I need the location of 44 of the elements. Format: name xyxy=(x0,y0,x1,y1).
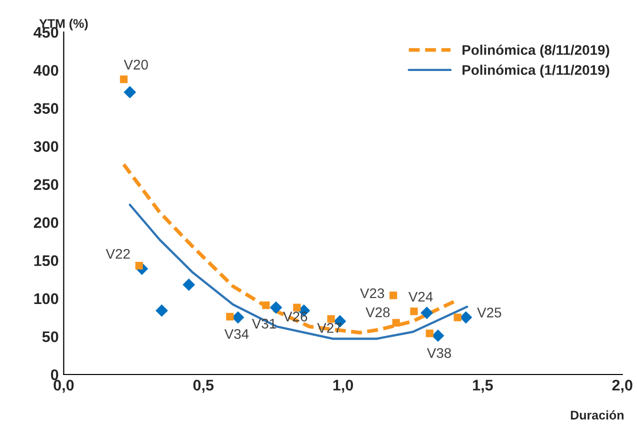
annotation: V28 xyxy=(366,307,390,318)
y-tick-label: 400 xyxy=(34,65,58,76)
point xyxy=(156,304,168,317)
annotation: V22 xyxy=(106,248,130,259)
point xyxy=(327,315,335,323)
legend-label: Polinómica (1/11/2019) xyxy=(462,64,610,78)
y-tick-label: 250 xyxy=(34,179,58,190)
point xyxy=(120,75,128,84)
legend-label: Polinómica (8/11/2019) xyxy=(462,44,610,58)
point xyxy=(293,304,301,312)
point xyxy=(262,301,270,310)
x-tick-label: 1,5 xyxy=(473,380,493,393)
y-tick-label: 100 xyxy=(34,293,58,304)
annotation: V25 xyxy=(477,308,502,318)
point xyxy=(182,278,196,291)
annotation: V38 xyxy=(426,348,451,358)
point xyxy=(410,308,418,316)
y-tick-label: 50 xyxy=(42,331,58,342)
y-tick-label: 350 xyxy=(34,103,58,114)
point xyxy=(226,312,234,320)
point xyxy=(460,311,472,324)
point xyxy=(432,329,444,342)
y-tick-label: 450 xyxy=(34,26,58,38)
x-tick-label: 2,0 xyxy=(612,380,632,393)
point xyxy=(420,306,434,320)
annotation: V24 xyxy=(408,292,433,302)
x-tick-label: 0,0 xyxy=(54,380,74,393)
point xyxy=(454,314,462,322)
annotation: V34 xyxy=(224,329,249,339)
x-tick-label: 0,5 xyxy=(193,380,214,393)
annotation: V23 xyxy=(360,288,384,298)
point xyxy=(124,86,136,98)
point xyxy=(426,330,434,338)
point xyxy=(390,292,398,300)
y-tick-label: 200 xyxy=(34,217,58,228)
y-tick-label: 0 xyxy=(50,369,58,380)
y-tick-label: 300 xyxy=(34,141,58,152)
y-tick-label: 150 xyxy=(34,255,58,266)
line-series xyxy=(128,204,468,340)
x-axis-title: Duración xyxy=(570,410,624,420)
annotation: V20 xyxy=(124,60,148,70)
x-tick-label: 1,0 xyxy=(333,380,354,393)
point xyxy=(392,318,400,327)
point xyxy=(270,301,282,314)
